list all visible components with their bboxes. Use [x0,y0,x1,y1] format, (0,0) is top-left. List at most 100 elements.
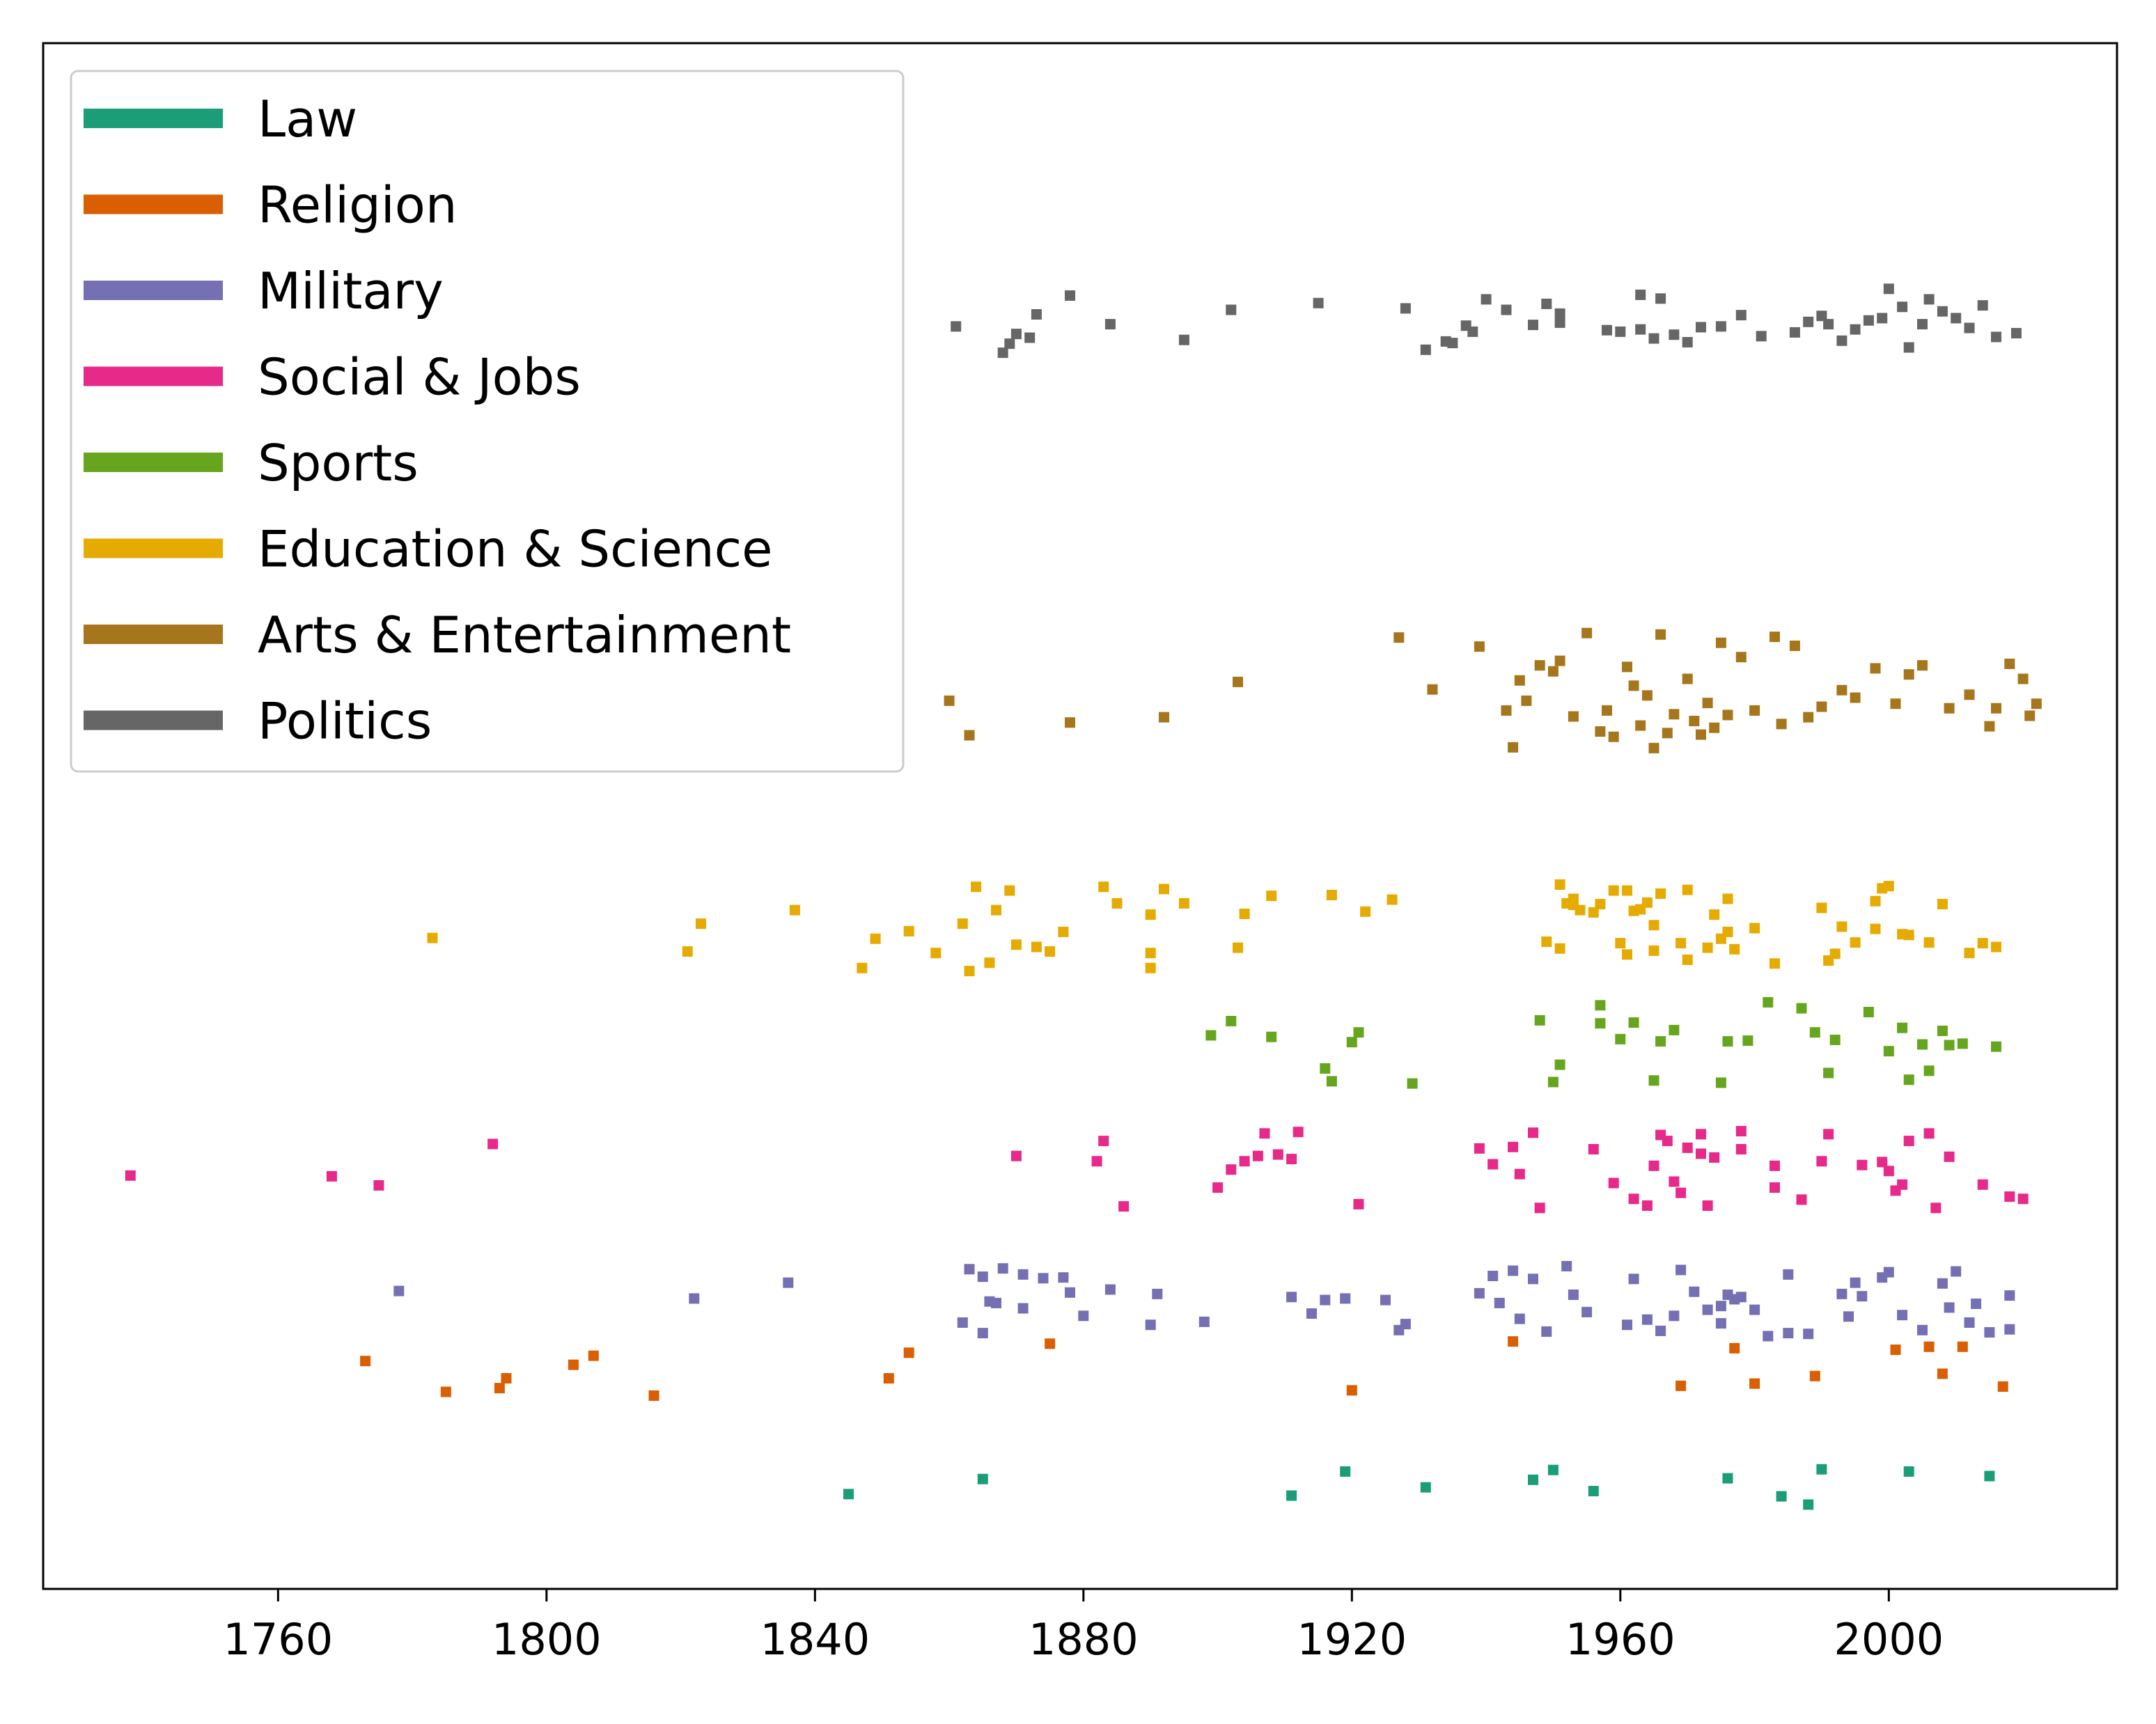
data-point-education-science-42 [1622,949,1632,960]
data-point-social-jobs-18 [1487,1159,1499,1170]
data-point-education-science-49 [1655,888,1666,899]
data-point-education-science-9 [964,966,975,977]
data-point-sports-10 [1554,1059,1565,1070]
data-point-education-science-57 [1722,893,1733,904]
data-point-education-science-51 [1682,884,1693,895]
data-point-arts-entertainment-5 [1393,632,1405,643]
data-point-politics-46 [1917,319,1928,330]
data-point-military-57 [1850,1277,1861,1288]
data-point-education-science-56 [1722,926,1733,937]
data-point-education-science-76 [1991,941,2001,953]
data-point-sports-9 [1547,1076,1559,1088]
data-point-social-jobs-38 [1735,1126,1747,1137]
data-point-politics-16 [1467,326,1478,337]
data-point-sports-20 [1742,1035,1753,1047]
data-point-military-62 [1917,1324,1928,1335]
data-point-social-jobs-11 [1252,1150,1263,1161]
data-point-arts-entertainment-43 [1850,692,1861,703]
data-point-sports-5 [1346,1037,1357,1048]
data-point-social-jobs-31 [1675,1187,1687,1198]
data-point-military-68 [1984,1327,1995,1338]
data-point-religion-18 [1937,1368,1948,1379]
data-point-education-science-6 [903,925,914,937]
data-point-sports-1 [1226,1016,1237,1026]
data-point-social-jobs-24 [1608,1177,1619,1189]
data-point-social-jobs-6 [1098,1136,1109,1147]
legend-label-politics: Politics [258,692,432,751]
legend-swatch-military [84,281,223,300]
data-point-education-science-58 [1729,943,1740,955]
data-point-education-science-37 [1575,904,1586,916]
data-point-military-61 [1897,1310,1908,1321]
legend-label-sports: Sports [258,434,419,492]
data-point-education-science-27 [1266,891,1277,902]
data-point-military-51 [1763,1331,1774,1342]
data-point-politics-39 [1836,335,1848,346]
data-point-politics-22 [1554,317,1565,328]
data-point-education-science-0 [427,932,438,943]
x-tick-label-2000: 2000 [1834,1614,1944,1665]
data-point-military-17 [1145,1319,1156,1331]
data-point-social-jobs-8 [1212,1182,1224,1193]
data-point-education-science-17 [1058,926,1069,937]
data-point-arts-entertainment-16 [1581,627,1593,638]
data-point-social-jobs-14 [1286,1154,1297,1165]
data-point-politics-50 [1964,322,1975,334]
data-point-education-science-60 [1770,958,1780,969]
data-point-military-33 [1541,1326,1552,1337]
data-point-military-66 [1964,1317,1975,1328]
data-point-arts-entertainment-28 [1682,673,1693,684]
data-point-military-64 [1944,1302,1955,1313]
data-point-education-science-65 [1850,937,1861,948]
data-point-military-70 [2004,1290,2015,1301]
data-point-sports-31 [1923,1065,1935,1076]
data-point-arts-entertainment-31 [1702,698,1713,709]
data-point-education-science-41 [1615,938,1626,949]
data-point-sports-11 [1595,1000,1606,1011]
data-point-arts-entertainment-13 [1547,666,1559,677]
legend-swatch-arts-entertainment [84,625,223,644]
data-point-education-science-50 [1675,938,1687,949]
data-point-arts-entertainment-9 [1508,742,1519,753]
data-point-education-science-14 [1010,939,1022,950]
data-point-education-science-26 [1239,909,1250,919]
data-point-education-science-59 [1749,923,1760,934]
data-point-social-jobs-32 [1682,1142,1693,1153]
data-point-military-45 [1715,1318,1726,1329]
data-point-religion-9 [1045,1338,1056,1349]
data-point-education-science-52 [1682,954,1693,965]
data-point-education-science-36 [1568,893,1579,904]
data-point-education-science-39 [1595,899,1606,909]
data-point-arts-entertainment-26 [1662,728,1673,739]
data-point-religion-3 [501,1373,512,1384]
data-point-military-8 [991,1297,1001,1308]
data-point-sports-21 [1763,997,1774,1008]
data-point-social-jobs-54 [2004,1191,2015,1202]
data-point-military-26 [1400,1319,1411,1330]
data-point-education-science-24 [1178,898,1189,909]
data-point-education-science-25 [1233,942,1243,953]
data-point-social-jobs-4 [1010,1150,1022,1161]
points-layer [125,283,2042,1510]
data-point-politics-41 [1863,315,1874,326]
data-point-military-39 [1641,1314,1653,1325]
data-point-arts-entertainment-32 [1709,722,1720,733]
data-point-military-19 [1198,1316,1210,1327]
data-point-politics-25 [1635,289,1646,300]
data-point-education-science-8 [957,918,968,930]
data-point-politics-48 [1937,306,1948,317]
data-point-politics-18 [1501,304,1512,315]
data-point-education-science-15 [1031,941,1042,953]
data-point-arts-entertainment-27 [1669,709,1680,720]
data-point-sports-24 [1823,1067,1834,1079]
data-point-politics-51 [1977,300,1988,311]
data-point-arts-entertainment-35 [1735,652,1747,663]
data-point-politics-6 [1065,290,1075,301]
data-point-politics-0 [951,321,962,332]
data-point-sports-7 [1407,1078,1418,1089]
data-point-sports-3 [1320,1063,1331,1074]
data-point-religion-19 [1957,1341,1968,1352]
data-point-military-0 [393,1285,405,1296]
data-point-politics-24 [1615,326,1626,337]
